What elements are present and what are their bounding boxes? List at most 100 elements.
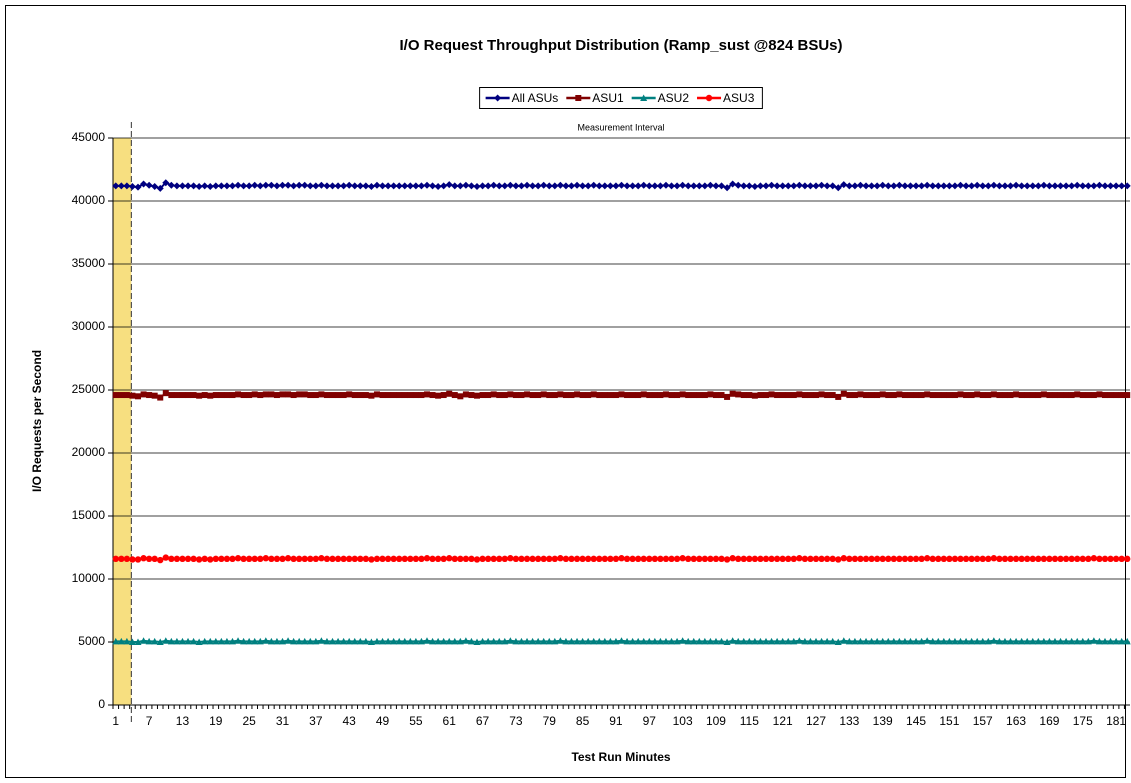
marker [590,181,598,189]
marker [790,392,797,399]
legend-label: All ASUs [512,91,559,105]
marker [829,637,837,645]
marker [501,555,508,563]
marker [240,555,247,563]
marker [868,182,876,190]
marker [518,555,525,563]
marker [1057,555,1064,563]
marker [467,637,475,645]
marker [929,392,936,399]
marker [418,392,425,399]
marker [996,392,1003,399]
x-tick-label: 67 [476,714,490,728]
marker [418,555,425,563]
marker [156,184,164,192]
marker [745,637,753,645]
marker [112,637,120,645]
marker [806,637,814,645]
marker [557,555,564,562]
x-tick-label: 55 [409,714,423,728]
marker [940,182,948,190]
marker [235,391,242,398]
marker [796,391,803,398]
marker [823,555,831,563]
y-tick-label: 30000 [72,319,106,333]
marker [279,181,286,189]
marker [1018,392,1025,399]
marker [584,555,592,563]
marker [629,555,636,563]
marker [784,637,792,645]
marker [367,638,375,645]
marker [329,637,337,645]
marker [145,637,153,645]
marker [479,555,486,563]
marker [651,555,659,563]
marker [918,637,926,645]
marker [1090,392,1097,399]
marker [345,637,353,645]
marker [546,555,553,563]
marker [635,392,642,399]
marker [123,555,131,563]
marker [129,392,136,399]
marker [351,555,358,563]
marker [873,182,881,190]
marker [462,181,470,189]
marker [1101,182,1109,190]
marker [356,182,364,190]
marker [195,638,203,645]
marker [229,555,236,563]
marker [284,181,292,189]
marker [718,637,726,645]
marker [434,555,442,563]
marker [412,637,420,645]
marker [1118,555,1125,563]
marker [140,555,147,562]
marker [496,555,503,563]
marker [217,182,225,190]
marker [918,392,925,399]
marker [523,637,531,645]
marker [246,392,253,399]
marker [723,638,731,645]
marker [1001,555,1009,563]
marker [168,555,175,563]
marker [401,637,409,645]
marker [979,637,987,645]
marker [662,181,670,189]
x-tick-label: 19 [209,714,223,728]
x-tick-label: 181 [1106,714,1126,728]
marker [329,182,337,190]
marker [396,555,403,563]
marker [1063,392,1070,399]
marker [190,637,198,645]
marker [762,392,769,399]
marker [1062,555,1070,563]
marker [951,182,959,190]
marker [962,182,970,190]
marker [779,182,787,190]
marker [995,637,1003,645]
marker [329,392,336,399]
marker [545,637,553,645]
marker [317,637,325,644]
marker [935,392,942,399]
marker [495,637,503,645]
y-tick-label: 10000 [72,571,106,585]
marker [640,181,648,189]
marker [134,638,142,645]
marker [601,392,608,399]
marker [668,182,676,190]
marker [301,391,308,398]
marker [1023,182,1031,190]
marker [262,637,270,644]
marker [312,392,319,399]
legend-label: ASU3 [723,91,755,105]
marker [567,637,575,645]
marker [295,637,303,645]
marker [256,637,264,645]
marker [112,392,119,399]
marker [829,392,836,399]
marker [851,637,859,645]
